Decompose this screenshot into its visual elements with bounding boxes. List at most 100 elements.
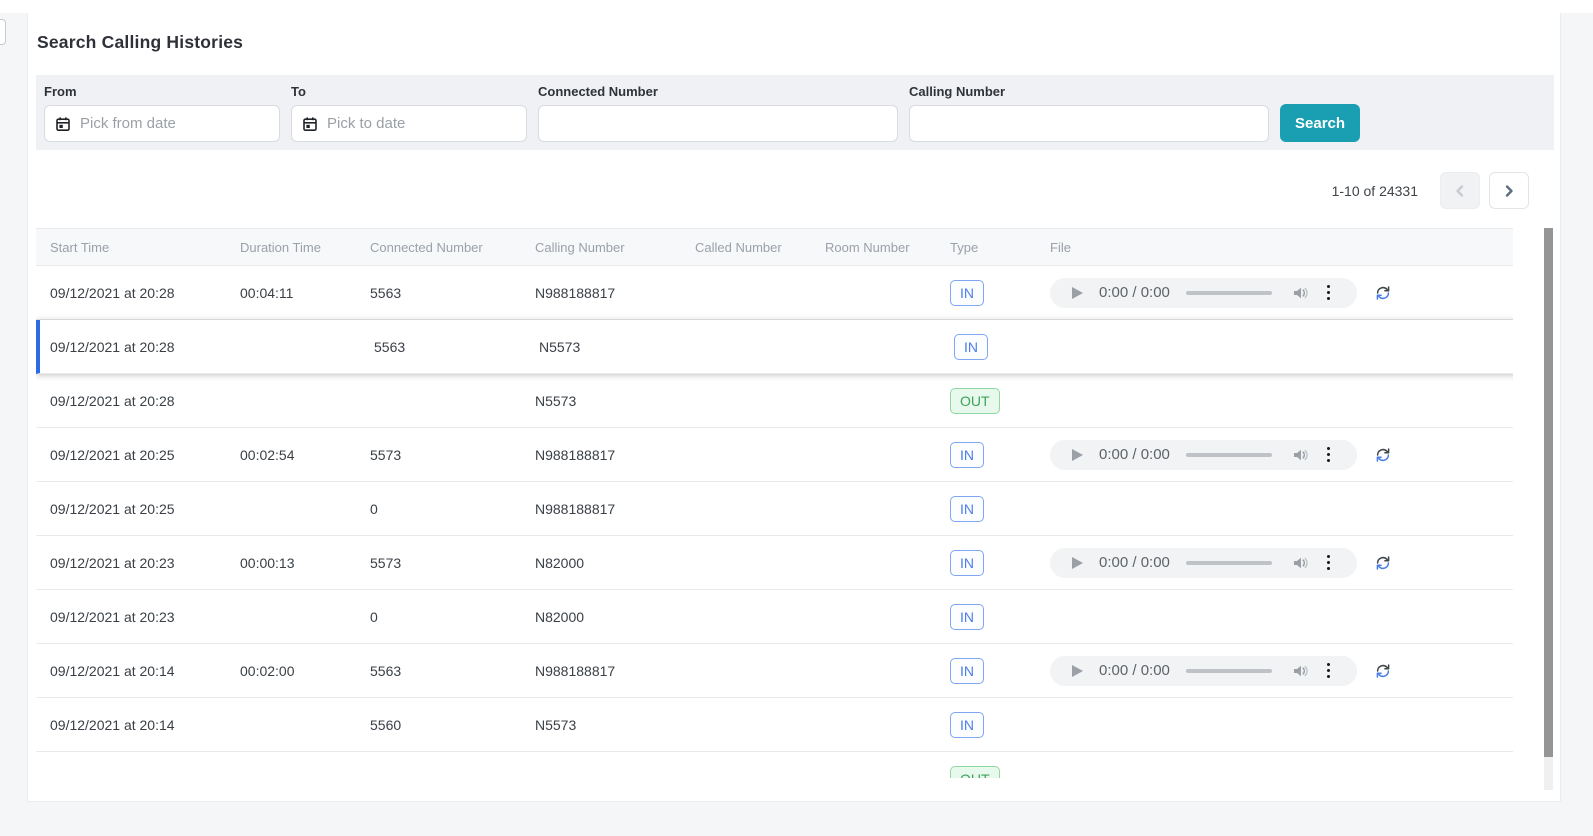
refresh-icon[interactable]	[1375, 285, 1391, 301]
calendar-icon	[55, 116, 71, 132]
cell-calling-number: N82000	[535, 554, 585, 571]
cell-connected-number: 5563	[370, 284, 402, 301]
col-type: Type	[950, 239, 979, 255]
kebab-menu-icon[interactable]	[1323, 661, 1335, 681]
audio-player[interactable]: 0:00 / 0:00	[1050, 547, 1357, 578]
type-badge: IN	[950, 549, 984, 576]
cell-calling-number: N5573	[535, 716, 577, 733]
table-row[interactable]: 09/12/2021 at 20:28 5563 N5573 IN	[36, 320, 1513, 374]
table-row[interactable]: OUT	[36, 752, 1513, 778]
volume-icon[interactable]	[1292, 555, 1309, 571]
connected-number-label: Connected Number	[538, 84, 658, 99]
connected-number-field: Connected Number	[538, 84, 898, 142]
volume-icon[interactable]	[1292, 663, 1309, 679]
cell-start-time: 09/12/2021 at 20:28	[50, 338, 175, 355]
kebab-menu-icon[interactable]	[1323, 283, 1335, 303]
cell-calling-number: N988188817	[535, 500, 616, 517]
type-badge: IN	[950, 495, 984, 522]
player-progress-bar[interactable]	[1185, 668, 1272, 673]
table-row[interactable]: 09/12/2021 at 20:14 00:02:00 5563 N98818…	[36, 644, 1513, 698]
cell-type: IN	[940, 333, 1040, 360]
collapsed-panel-handle[interactable]	[0, 19, 6, 45]
chevron-left-icon	[1453, 184, 1467, 198]
cell-type: IN	[936, 549, 1036, 576]
table-header: Start Time Duration Time Connected Numbe…	[36, 228, 1513, 266]
cell-calling-number: N988188817	[535, 662, 616, 679]
type-badge: IN	[950, 279, 984, 306]
refresh-icon[interactable]	[1375, 663, 1391, 679]
cell-file: 0:00 / 0:00	[1036, 655, 1513, 686]
audio-player[interactable]: 0:00 / 0:00	[1050, 277, 1357, 308]
type-badge: OUT	[950, 765, 1000, 778]
calling-number-label: Calling Number	[909, 84, 1006, 99]
cell-type: IN	[936, 279, 1036, 306]
cell-calling-number: N988188817	[535, 284, 616, 301]
cell-connected-number: 0	[370, 608, 378, 625]
type-badge: IN	[950, 441, 984, 468]
table-row[interactable]: 09/12/2021 at 20:25 0 N988188817 IN	[36, 482, 1513, 536]
refresh-icon[interactable]	[1375, 447, 1391, 463]
from-date-input[interactable]: Pick from date	[44, 105, 280, 142]
cell-calling-number: N82000	[535, 608, 585, 625]
table-row[interactable]: 09/12/2021 at 20:23 00:00:13 5573 N82000…	[36, 536, 1513, 590]
kebab-menu-icon[interactable]	[1323, 553, 1335, 573]
audio-player[interactable]: 0:00 / 0:00	[1050, 439, 1357, 470]
table-row[interactable]: 09/12/2021 at 20:28 00:04:11 5563 N98818…	[36, 266, 1513, 320]
next-page-button[interactable]	[1489, 172, 1529, 209]
search-button[interactable]: Search	[1280, 104, 1361, 142]
col-called-number: Called Number	[695, 239, 782, 255]
calendar-icon	[302, 116, 318, 132]
table-row[interactable]: 09/12/2021 at 20:25 00:02:54 5573 N98818…	[36, 428, 1513, 482]
player-time: 0:00 / 0:00	[1099, 554, 1170, 571]
file-cell-content: 0:00 / 0:00	[1050, 655, 1391, 686]
type-badge: IN	[950, 657, 984, 684]
cell-connected-number: 5563	[370, 662, 402, 679]
table-row[interactable]: 09/12/2021 at 20:14 5560 N5573 IN	[36, 698, 1513, 752]
prev-page-button[interactable]	[1440, 172, 1480, 209]
file-cell-content: 0:00 / 0:00	[1050, 547, 1391, 578]
cell-duration-time: 00:04:11	[240, 284, 294, 301]
refresh-icon[interactable]	[1375, 555, 1391, 571]
col-connected-number: Connected Number	[370, 239, 483, 255]
from-field: From Pick from date	[44, 84, 280, 142]
to-date-input[interactable]: Pick to date	[291, 105, 527, 142]
cell-type: IN	[936, 657, 1036, 684]
pagination: 1-10 of 24331	[1332, 172, 1529, 209]
kebab-menu-icon[interactable]	[1323, 445, 1335, 465]
col-file: File	[1050, 239, 1071, 255]
cell-start-time: 09/12/2021 at 20:23	[50, 608, 175, 625]
cell-type: OUT	[936, 765, 1036, 778]
volume-icon[interactable]	[1292, 447, 1309, 463]
cell-start-time: 09/12/2021 at 20:25	[50, 500, 175, 517]
play-icon[interactable]	[1072, 664, 1083, 677]
calling-number-input[interactable]	[909, 105, 1269, 142]
col-room-number: Room Number	[825, 239, 910, 255]
col-duration-time: Duration Time	[240, 239, 321, 255]
player-time: 0:00 / 0:00	[1099, 284, 1170, 301]
cell-start-time: 09/12/2021 at 20:14	[50, 716, 175, 733]
cell-connected-number: 5573	[370, 554, 402, 571]
table-scrollbar[interactable]	[1544, 228, 1553, 790]
cell-duration-time: 00:00:13	[240, 554, 295, 571]
cell-calling-number: N5573	[535, 392, 577, 409]
audio-player[interactable]: 0:00 / 0:00	[1050, 655, 1357, 686]
scrollbar-thumb[interactable]	[1544, 228, 1553, 757]
cell-connected-number: 5560	[370, 716, 402, 733]
cell-start-time: 09/12/2021 at 20:14	[50, 662, 175, 679]
table-row[interactable]: 09/12/2021 at 20:28 N5573 OUT	[36, 374, 1513, 428]
player-progress-bar[interactable]	[1185, 560, 1272, 565]
player-progress-bar[interactable]	[1185, 452, 1272, 457]
player-progress-bar[interactable]	[1185, 290, 1272, 295]
cell-start-time: 09/12/2021 at 20:28	[50, 392, 175, 409]
cell-start-time: 09/12/2021 at 20:23	[50, 554, 175, 571]
play-icon[interactable]	[1072, 286, 1083, 299]
play-icon[interactable]	[1072, 448, 1083, 461]
table-row[interactable]: 09/12/2021 at 20:23 0 N82000 IN	[36, 590, 1513, 644]
volume-icon[interactable]	[1292, 285, 1309, 301]
cell-file: 0:00 / 0:00	[1036, 277, 1513, 308]
calling-number-field: Calling Number	[909, 84, 1269, 142]
connected-number-input[interactable]	[538, 105, 898, 142]
play-icon[interactable]	[1072, 556, 1083, 569]
top-strip	[0, 0, 1593, 13]
type-badge: IN	[954, 333, 988, 360]
